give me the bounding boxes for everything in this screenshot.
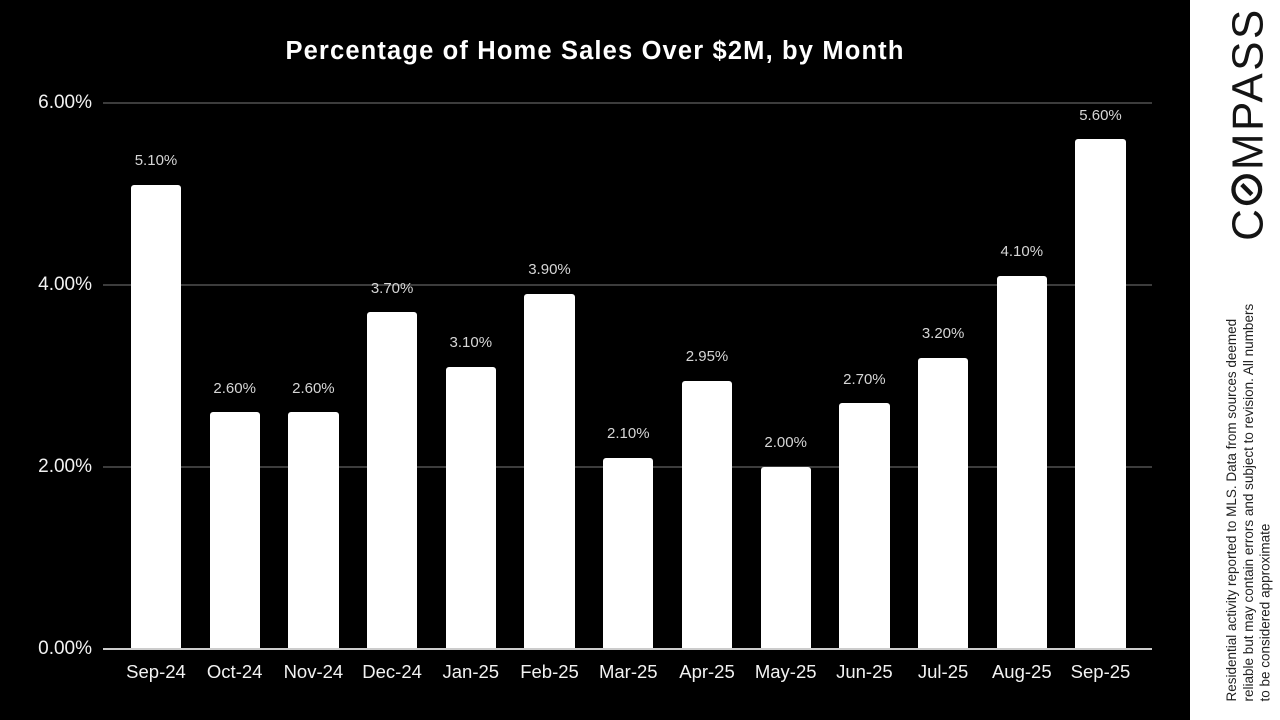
svg-text:MPASS: MPASS: [1223, 7, 1272, 170]
svg-text:reliable but may contain error: reliable but may contain errors and subj…: [1241, 304, 1256, 702]
svg-text:to be considered approximate: to be considered approximate: [1258, 524, 1273, 702]
svg-text:Residential activity reported: Residential activity reported to MLS. Da…: [1224, 319, 1239, 702]
svg-text:C: C: [1223, 207, 1272, 241]
